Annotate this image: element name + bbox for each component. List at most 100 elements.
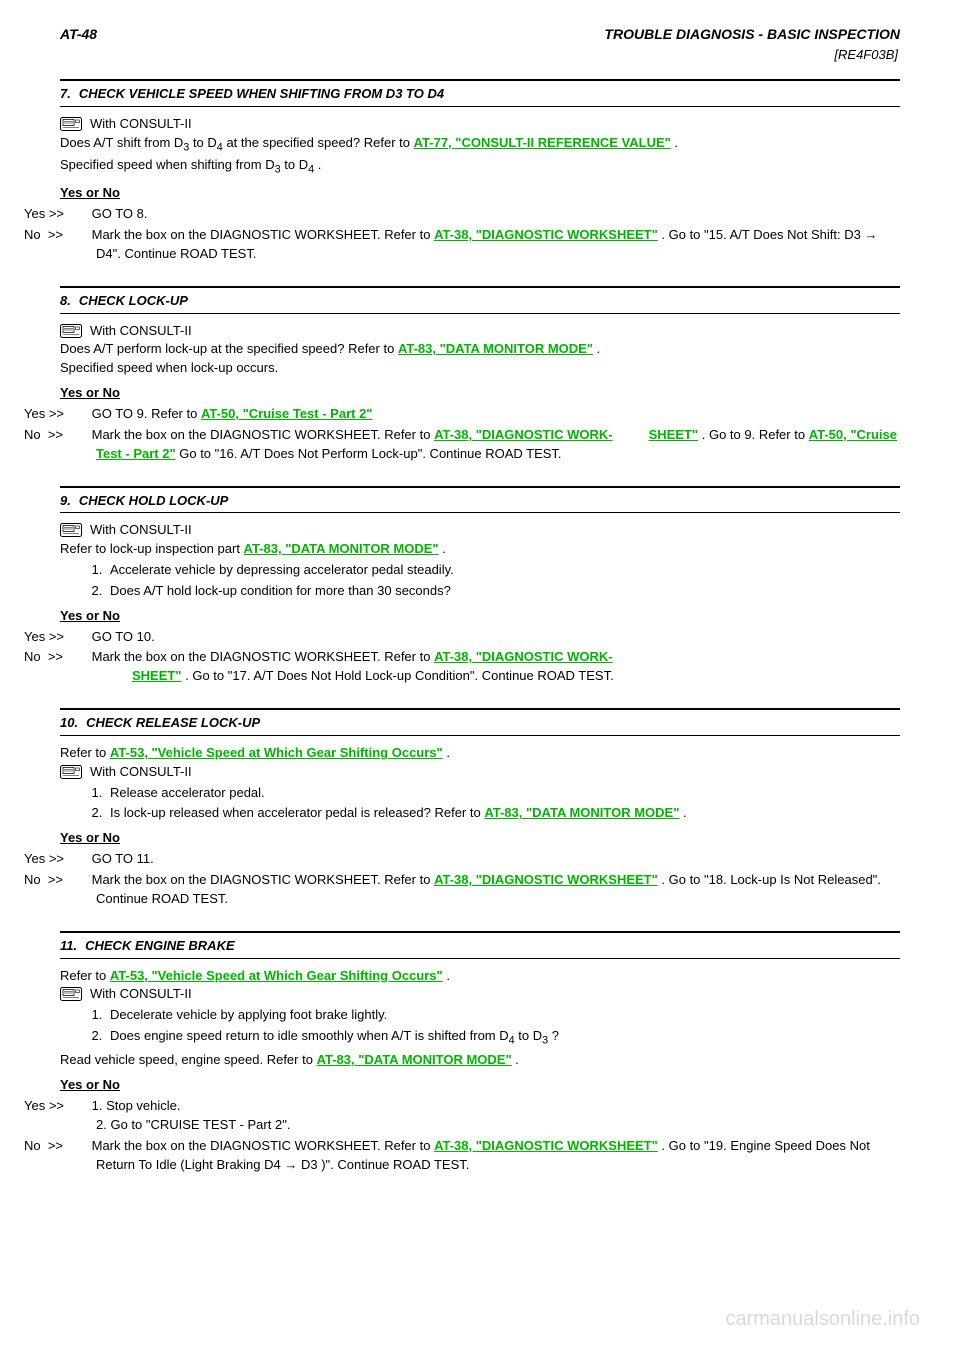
step-number: 11.	[60, 937, 77, 956]
consult-icon	[60, 987, 82, 1001]
result-no: No >> Mark the box on the DIAGNOSTIC WOR…	[96, 1137, 900, 1175]
step-ol: Accelerate vehicle by depressing acceler…	[60, 561, 900, 601]
step-body: With CONSULT-II Refer to lock-up inspect…	[60, 521, 900, 600]
result-yes: Yes >> GO TO 9. Refer to AT-50, "Cruise …	[96, 405, 900, 424]
rule	[60, 286, 900, 288]
body-text: With CONSULT-II	[90, 764, 192, 779]
body-text: With CONSULT-II	[90, 323, 192, 338]
consult-icon	[60, 765, 82, 779]
page-header: AT-48 TROUBLE DIAGNOSIS - BASIC INSPECTI…	[60, 24, 900, 44]
step-body: Refer to AT-53, "Vehicle Speed at Which …	[60, 967, 900, 1071]
step-title: CHECK HOLD LOCK-UP	[79, 492, 229, 511]
cross-ref-link[interactable]: AT-83, "DATA MONITOR MODE"	[484, 805, 679, 820]
step-heading: 7. CHECK VEHICLE SPEED WHEN SHIFTING FRO…	[60, 83, 900, 106]
body-line: Does A/T perform lock-up at the specifie…	[60, 340, 900, 359]
step-title: CHECK ENGINE BRAKE	[85, 937, 235, 956]
cross-ref-link[interactable]: SHEET"	[132, 668, 182, 683]
cross-ref-link[interactable]: AT-38, "DIAGNOSTIC WORK-	[434, 649, 613, 664]
body-line: Read vehicle speed, engine speed. Refer …	[60, 1051, 900, 1070]
cross-ref-link[interactable]: AT-38, "DIAGNOSTIC WORK-	[434, 427, 613, 442]
list-item: Release accelerator pedal.	[106, 784, 900, 803]
cross-ref-link[interactable]: AT-53, "Vehicle Speed at Which Gear Shif…	[110, 745, 443, 760]
body-text: With CONSULT-II	[90, 986, 192, 1001]
list-item: Does engine speed return to idle smoothl…	[106, 1027, 900, 1049]
step-block: 11. CHECK ENGINE BRAKE Refer to AT-53, "…	[60, 931, 900, 1175]
result-block: Yes or No Yes >> GO TO 11. No >> Mark th…	[60, 829, 900, 908]
body-line: Refer to AT-53, "Vehicle Speed at Which …	[60, 967, 900, 986]
watermark: carmanualsonline.info	[725, 1305, 920, 1334]
step-title: CHECK LOCK-UP	[79, 292, 188, 311]
list-item: Accelerate vehicle by depressing acceler…	[106, 561, 900, 580]
cross-ref-link[interactable]: SHEET"	[649, 427, 699, 442]
result-question: Yes or No	[60, 184, 900, 203]
with-consult-line: With CONSULT-II	[60, 115, 900, 134]
step-title: CHECK RELEASE LOCK-UP	[86, 714, 260, 733]
rule	[60, 313, 900, 314]
page-subtitle: [RE4F03B]	[834, 46, 900, 65]
result-no: No >> Mark the box on the DIAGNOSTIC WOR…	[96, 226, 900, 264]
list-item: Does A/T hold lock-up condition for more…	[106, 582, 900, 601]
result-block: Yes or No Yes >> GO TO 8. No >> Mark the…	[60, 184, 900, 263]
step-block: 8. CHECK LOCK-UP With CONSULT-II Does A/…	[60, 286, 900, 464]
with-consult-line: With CONSULT-II	[60, 985, 900, 1004]
step-heading: 9. CHECK HOLD LOCK-UP	[60, 490, 900, 513]
cross-ref-link[interactable]: AT-77, "CONSULT-II REFERENCE VALUE"	[414, 135, 671, 150]
result-question: Yes or No	[60, 607, 900, 626]
cross-ref-link[interactable]: AT-83, "DATA MONITOR MODE"	[317, 1052, 512, 1067]
body-text: With CONSULT-II	[90, 522, 192, 537]
step-number: 10.	[60, 714, 78, 733]
consult-icon	[60, 117, 82, 131]
body-line: Specified speed when lock-up occurs.	[60, 359, 900, 378]
result-no: No >> Mark the box on the DIAGNOSTIC WOR…	[96, 871, 900, 909]
with-consult-line: With CONSULT-II	[60, 521, 900, 540]
rule	[60, 958, 900, 959]
result-yes: Yes >> GO TO 11.	[96, 850, 900, 869]
cross-ref-link[interactable]: AT-38, "DIAGNOSTIC WORKSHEET"	[434, 1138, 658, 1153]
rule	[60, 486, 900, 488]
with-consult-line: With CONSULT-II	[60, 322, 900, 341]
step-block: 10. CHECK RELEASE LOCK-UP Refer to AT-53…	[60, 708, 900, 909]
body-line: Specified speed when shifting from D3 to…	[60, 156, 900, 178]
rule	[60, 931, 900, 933]
step-number: 9.	[60, 492, 71, 511]
step-number: 8.	[60, 292, 71, 311]
result-block: Yes or No Yes >> GO TO 10. No >> Mark th…	[60, 607, 900, 686]
list-item: Is lock-up released when accelerator ped…	[106, 804, 900, 823]
page-id: AT-48	[60, 24, 97, 44]
result-question: Yes or No	[60, 384, 900, 403]
rule	[60, 735, 900, 736]
result-no: No >> Mark the box on the DIAGNOSTIC WOR…	[96, 426, 900, 464]
step-heading: 11. CHECK ENGINE BRAKE	[60, 935, 900, 958]
step-title: CHECK VEHICLE SPEED WHEN SHIFTING FROM D…	[79, 85, 444, 104]
cross-ref-link[interactable]: AT-50, "Cruise Test - Part 2"	[201, 406, 373, 421]
step-body: With CONSULT-II Does A/T shift from D3 t…	[60, 115, 900, 178]
list-item: Decelerate vehicle by applying foot brak…	[106, 1006, 900, 1025]
rule	[60, 106, 900, 107]
rule	[60, 79, 900, 81]
cross-ref-link[interactable]: AT-38, "DIAGNOSTIC WORKSHEET"	[434, 872, 658, 887]
section-title: TROUBLE DIAGNOSIS - BASIC INSPECTION	[604, 24, 900, 44]
step-block: 9. CHECK HOLD LOCK-UP With CONSULT-II Re…	[60, 486, 900, 687]
body-line: Refer to AT-53, "Vehicle Speed at Which …	[60, 744, 900, 763]
body-line: Does A/T shift from D3 to D4 at the spec…	[60, 134, 900, 156]
result-block: Yes or No Yes >> GO TO 9. Refer to AT-50…	[60, 384, 900, 463]
cross-ref-link[interactable]: AT-53, "Vehicle Speed at Which Gear Shif…	[110, 968, 443, 983]
body-line: Refer to lock-up inspection part AT-83, …	[60, 540, 900, 559]
step-ol: Decelerate vehicle by applying foot brak…	[60, 1006, 900, 1049]
result-yes: Yes >> GO TO 8.	[96, 205, 900, 224]
result-block: Yes or No Yes >> 1. Stop vehicle.2. Go t…	[60, 1076, 900, 1174]
step-heading: 8. CHECK LOCK-UP	[60, 290, 900, 313]
result-no: No >> Mark the box on the DIAGNOSTIC WOR…	[96, 648, 900, 686]
consult-icon	[60, 324, 82, 338]
cross-ref-link[interactable]: AT-83, "DATA MONITOR MODE"	[244, 541, 439, 556]
step-number: 7.	[60, 85, 71, 104]
step-ol: Release accelerator pedal.Is lock-up rel…	[60, 784, 900, 824]
cross-ref-link[interactable]: AT-83, "DATA MONITOR MODE"	[398, 341, 593, 356]
result-question: Yes or No	[60, 1076, 900, 1095]
rule	[60, 512, 900, 513]
cross-ref-link[interactable]: AT-38, "DIAGNOSTIC WORKSHEET"	[434, 227, 658, 242]
result-yes: Yes >> GO TO 10.	[96, 628, 900, 647]
step-heading: 10. CHECK RELEASE LOCK-UP	[60, 712, 900, 735]
page-subheader: [RE4F03B]	[60, 46, 900, 65]
body-text: With CONSULT-II	[90, 116, 192, 131]
